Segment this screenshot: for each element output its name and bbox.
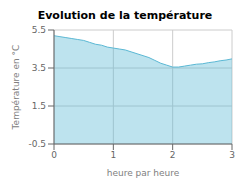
svg-text:-0.5: -0.5 <box>28 139 46 149</box>
svg-text:3: 3 <box>229 150 235 160</box>
svg-text:heure par heure: heure par heure <box>107 168 180 178</box>
html-text:Evolution de la température: Evolution de la température <box>37 9 213 22</box>
svg-text:2: 2 <box>170 150 176 160</box>
svg-text:1: 1 <box>110 150 116 160</box>
svg-text:Température en °C: Température en °C <box>11 45 21 131</box>
svg-text:1.5: 1.5 <box>32 101 46 111</box>
svg-text:3.5: 3.5 <box>32 63 46 73</box>
svg-text:0: 0 <box>51 150 57 160</box>
svg-text:5.5: 5.5 <box>32 25 46 35</box>
